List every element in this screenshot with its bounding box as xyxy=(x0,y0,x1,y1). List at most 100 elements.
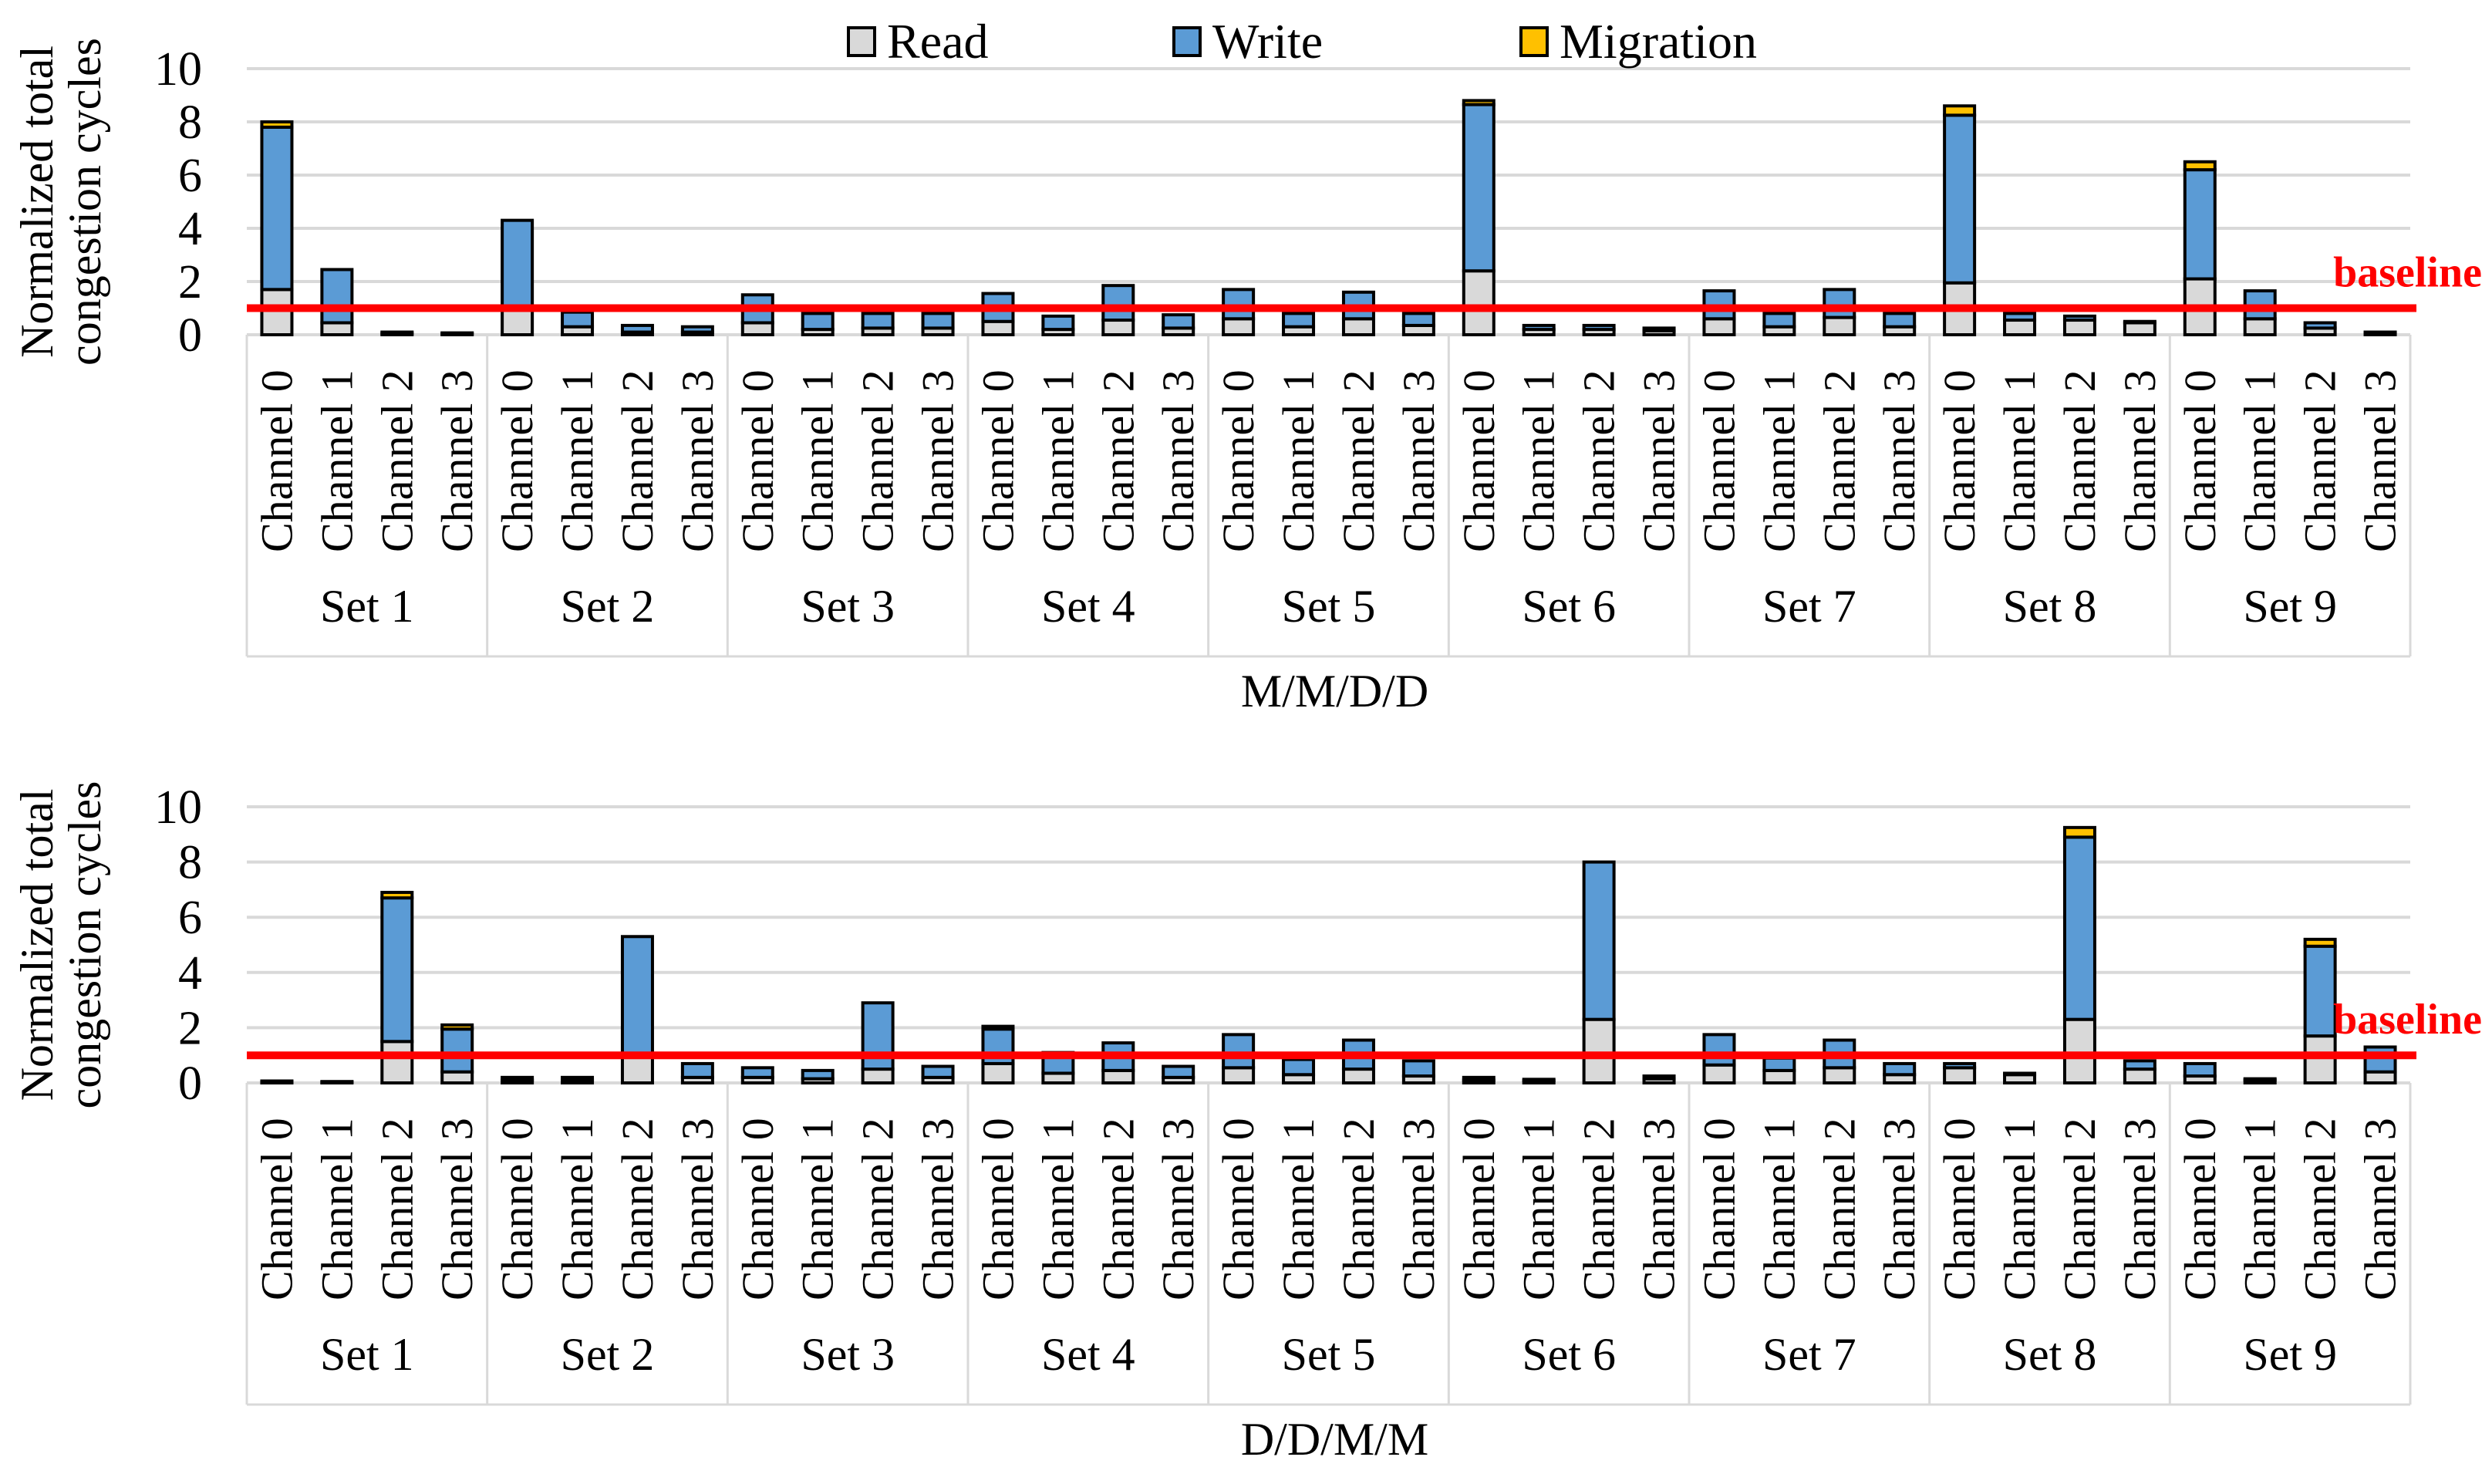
channel-label: Channel 0 xyxy=(1454,369,1504,552)
set-label: Set 7 xyxy=(1762,1329,1856,1380)
channel-label: Channel 0 xyxy=(1934,1118,1984,1300)
bar-segment-read xyxy=(1341,1067,1375,1084)
channel-label: Channel 2 xyxy=(853,1118,903,1300)
channel-label: Channel 2 xyxy=(1334,369,1384,552)
channel-label: Channel 2 xyxy=(2295,369,2345,552)
channel-label: Channel 2 xyxy=(1093,369,1143,552)
bar-segment-read xyxy=(320,321,354,337)
set-label: Set 2 xyxy=(561,581,655,632)
bar-segment-write xyxy=(501,218,534,310)
bar-segment-read xyxy=(2123,1067,2156,1084)
bar-segment-write xyxy=(2363,330,2397,336)
bar-segment-migration xyxy=(981,1024,1015,1031)
channel-label: Channel 1 xyxy=(1273,369,1324,552)
bar-segment-migration xyxy=(2303,937,2337,948)
channel-label: Channel 3 xyxy=(673,1118,723,1300)
migration-swatch xyxy=(1519,26,1549,57)
legend-label-read: Read xyxy=(887,14,989,69)
channel-label: Channel 3 xyxy=(673,369,723,552)
channel-label: Channel 0 xyxy=(1694,369,1744,552)
bar-segment-migration xyxy=(260,120,294,129)
bar-segment-write xyxy=(380,330,414,336)
bar-segment-write xyxy=(2243,1077,2277,1082)
set-label: Set 8 xyxy=(2003,1329,2097,1380)
baseline-label: baseline xyxy=(2333,996,2482,1044)
set-label: Set 6 xyxy=(1522,581,1616,632)
set-label: Set 3 xyxy=(801,581,895,632)
channel-label: Channel 2 xyxy=(1574,369,1624,552)
bar-segment-read xyxy=(501,306,534,336)
legend-label-migration: Migration xyxy=(1560,14,1757,69)
legend-label-write: Write xyxy=(1212,14,1324,69)
channel-label: Channel 0 xyxy=(1454,1118,1504,1300)
channel-label: Channel 2 xyxy=(2295,1118,2345,1300)
channel-label: Channel 3 xyxy=(1634,369,1684,552)
channel-label: Channel 1 xyxy=(1033,1118,1083,1300)
legend-item-migration: Migration xyxy=(1519,17,1757,66)
set-label: Set 9 xyxy=(2243,1329,2337,1380)
bar-segment-write xyxy=(2123,1059,2156,1071)
bar-segment-write xyxy=(740,1066,774,1079)
channel-label: Channel 0 xyxy=(1694,1118,1744,1300)
channel-label: Channel 2 xyxy=(372,1118,422,1300)
channel-label: Channel 0 xyxy=(251,369,302,552)
bar-segment-write xyxy=(1041,314,1075,332)
y-tick-label: 10 xyxy=(154,781,202,834)
bar-segment-write xyxy=(2123,319,2156,325)
channel-label: Channel 1 xyxy=(793,1118,843,1300)
bar-segment-read xyxy=(2062,319,2096,336)
bar-segment-read xyxy=(1222,317,1256,336)
channel-label: Channel 0 xyxy=(733,369,783,552)
channel-label: Channel 1 xyxy=(312,369,362,552)
channel-label: Channel 3 xyxy=(2355,369,2406,552)
bar-segment-read xyxy=(1762,1068,1796,1085)
channel-label: Channel 1 xyxy=(1514,1118,1564,1300)
channel-label: Channel 3 xyxy=(432,369,482,552)
channel-label: Channel 2 xyxy=(853,369,903,552)
bar-segment-write xyxy=(1762,1056,1796,1072)
write-swatch xyxy=(1172,26,1202,57)
y-tick-label: 2 xyxy=(178,256,202,309)
bar-segment-read xyxy=(1222,1066,1256,1085)
channel-label: Channel 0 xyxy=(733,1118,783,1300)
bar-segment-write xyxy=(2183,1061,2217,1078)
bar-segment-read xyxy=(2123,321,2156,337)
bar-segment-write xyxy=(1582,323,1616,332)
bar-segment-write xyxy=(260,125,294,292)
channel-label: Channel 3 xyxy=(913,369,963,552)
set-label: Set 2 xyxy=(561,1329,655,1380)
chart-title: D/D/M/M xyxy=(1241,1414,1428,1465)
bar-segment-write xyxy=(1101,284,1135,322)
channel-label: Channel 3 xyxy=(913,1118,963,1300)
set-label: Set 1 xyxy=(320,581,414,632)
bar-segment-write xyxy=(680,325,714,334)
channel-label: Channel 1 xyxy=(1754,1118,1804,1300)
bar-segment-write xyxy=(620,935,654,1057)
bar-segment-read xyxy=(1582,1017,1616,1085)
bar-segment-write xyxy=(1582,860,1616,1021)
bar-segment-read xyxy=(2243,317,2277,336)
bar-segment-write xyxy=(1943,1061,1977,1070)
channel-label: Channel 3 xyxy=(1394,369,1444,552)
bar-segment-write xyxy=(1642,326,1676,332)
set-label: Set 4 xyxy=(1041,581,1135,632)
bar-segment-write xyxy=(1943,113,1977,285)
legend-item-read: Read xyxy=(847,17,989,66)
bar-segment-write xyxy=(921,1064,955,1079)
bar-segment-read xyxy=(2363,1070,2397,1085)
bar-segment-write xyxy=(1401,1059,1435,1078)
channel-label: Channel 1 xyxy=(552,369,602,552)
channel-label: Channel 2 xyxy=(1334,1118,1384,1300)
bar-segment-write xyxy=(320,1080,354,1084)
bar-segment-read xyxy=(1823,1066,1856,1085)
chart-title: M/M/D/D xyxy=(1241,666,1428,717)
read-swatch xyxy=(847,26,876,57)
bar-segment-write xyxy=(1282,1057,1316,1077)
channel-label: Channel 0 xyxy=(492,369,542,552)
bar-segment-write xyxy=(1222,288,1256,321)
bar-segment-read xyxy=(440,1070,474,1085)
channel-label: Channel 3 xyxy=(1153,1118,1203,1300)
bar-segment-read xyxy=(2003,319,2037,336)
set-label: Set 6 xyxy=(1522,1329,1616,1380)
bar-segment-read xyxy=(1823,315,1856,337)
